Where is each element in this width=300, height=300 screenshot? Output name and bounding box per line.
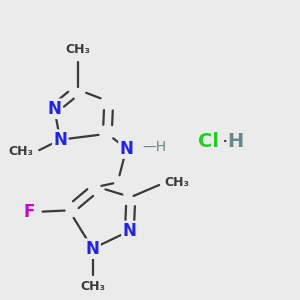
Text: CH₃: CH₃ — [80, 280, 105, 292]
Text: N: N — [122, 222, 136, 240]
Text: H: H — [227, 132, 244, 151]
Text: CH₃: CH₃ — [9, 145, 34, 158]
Text: N: N — [47, 100, 61, 118]
Text: CH₃: CH₃ — [65, 43, 90, 56]
Text: N: N — [85, 240, 100, 258]
Text: —H: —H — [142, 140, 167, 154]
Text: N: N — [119, 140, 134, 158]
Text: N: N — [53, 131, 67, 149]
Text: CH₃: CH₃ — [165, 176, 190, 189]
Text: Cl: Cl — [198, 132, 219, 151]
Text: F: F — [24, 203, 35, 221]
